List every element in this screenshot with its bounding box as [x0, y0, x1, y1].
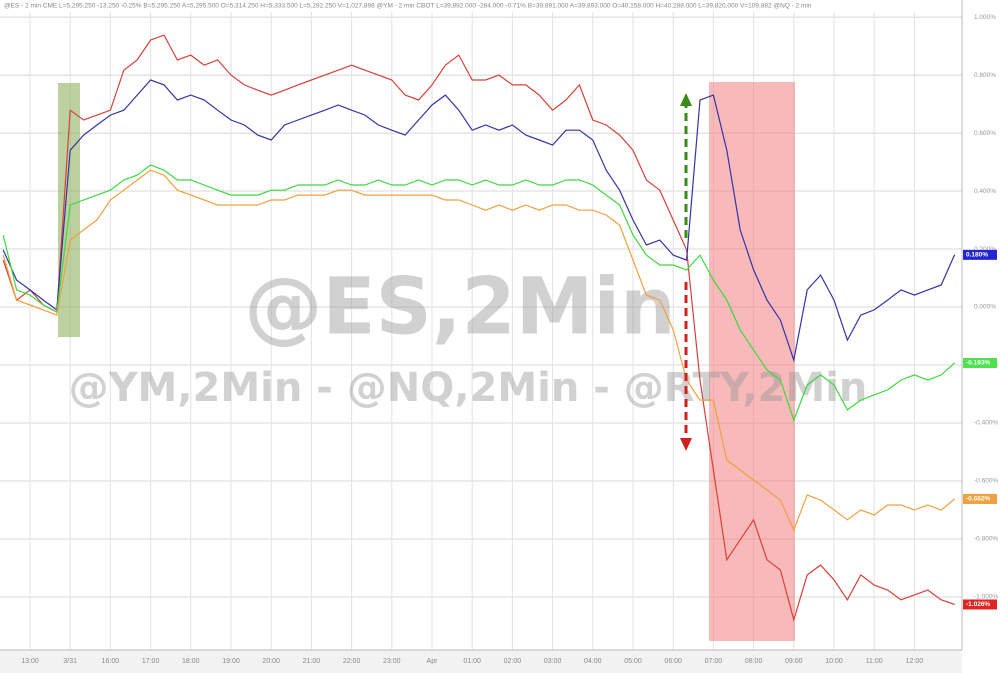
x-tick-label: 22:00 — [343, 658, 361, 665]
y-tick-label: 0.400% — [974, 188, 996, 195]
y-tick-label: 1.000% — [974, 14, 996, 21]
value-label: -1.026% — [966, 601, 990, 608]
x-tick-label: 11:00 — [866, 658, 883, 665]
x-tick-label: 06:00 — [664, 658, 682, 665]
value-tag — [963, 357, 997, 368]
series-line — [2, 169, 955, 532]
x-tick-label: 02:00 — [504, 658, 522, 665]
series-line — [2, 164, 955, 422]
header: @ES - 2 min CME L=5,295.250 -13.250 -0.2… — [4, 3, 812, 10]
y-tick-label: -0.600% — [974, 478, 998, 485]
x-tick-label: 17:00 — [142, 658, 160, 665]
y-tick-label: 0.600% — [974, 130, 996, 137]
y-tick-label: -1.000% — [974, 594, 998, 601]
value-tag — [963, 493, 997, 504]
value-label: 0.180% — [966, 252, 988, 259]
x-tick-label: 19:00 — [222, 658, 240, 665]
right-axis-bg — [962, 0, 1000, 673]
x-tick-label: 18:00 — [182, 658, 200, 665]
y-tick-label: 0.800% — [974, 72, 996, 79]
x-tick-label: 23:00 — [383, 658, 401, 665]
x-tick-label: 05:00 — [624, 658, 642, 665]
y-tick-label: 0.200% — [974, 246, 996, 253]
x-tick-label: 12:00 — [906, 658, 924, 665]
arrow-head — [680, 438, 692, 451]
highlight-red — [709, 82, 795, 641]
y-tick-label: -0.400% — [974, 420, 998, 427]
y-tick-label: 0.000% — [974, 304, 996, 311]
series-line — [2, 79, 956, 363]
x-tick-label: 07:00 — [705, 658, 723, 665]
grid — [0, 12, 962, 650]
x-tick-label: 21:00 — [303, 658, 321, 665]
x-tick-label: 3/31 — [63, 658, 77, 665]
x-tick-label: Apr — [427, 658, 439, 665]
x-tick-label: 03:00 — [544, 658, 562, 665]
x-tick-label: 16:00 — [102, 658, 120, 665]
x-tick-label: 09:00 — [785, 658, 803, 665]
value-label: -0.662% — [966, 496, 990, 503]
x-tick-label: 08:00 — [745, 658, 763, 665]
axes: 1.000%0.800%0.600%0.400%0.200%0.000%-0.2… — [21, 14, 998, 665]
x-axis-bg — [0, 650, 962, 673]
x-tick-label: 13:00 — [21, 658, 39, 665]
lines — [2, 34, 956, 622]
arrow-head — [680, 93, 692, 106]
value-label: -0.193% — [966, 360, 990, 367]
x-tick-label: 01:00 — [463, 658, 481, 665]
value-tag — [963, 249, 997, 260]
x-tick-label: 04:00 — [584, 658, 602, 665]
series-line — [2, 34, 955, 622]
x-tick-label: 10:00 — [825, 658, 843, 665]
y-tick-label: -0.800% — [974, 536, 998, 543]
x-tick-label: 20:00 — [262, 658, 280, 665]
watermark: @ES,2Min — [244, 262, 675, 352]
value-tag — [963, 599, 997, 610]
watermark: @YM,2Min - @NQ,2Min - @RTY,2Min — [69, 365, 868, 411]
